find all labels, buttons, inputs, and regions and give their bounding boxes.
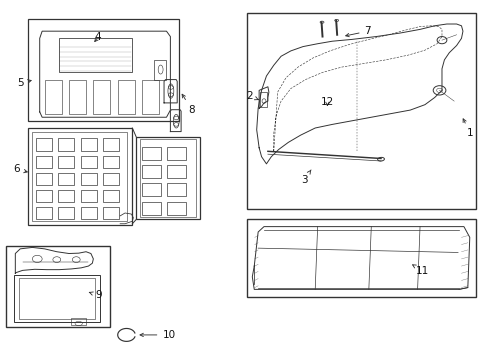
Bar [36,207,52,220]
Bar [36,173,52,185]
Bar [58,138,74,150]
Bar [154,60,166,80]
Bar [5,246,110,327]
Bar [136,137,199,220]
Bar [246,13,475,209]
Text: 12: 12 [320,97,333,107]
Bar [167,183,185,197]
Bar [103,156,119,168]
Bar [81,156,97,168]
Text: 4: 4 [95,32,102,42]
Bar [142,183,160,197]
Bar [81,190,97,202]
Bar [27,128,132,225]
Text: 6: 6 [13,164,27,174]
Bar [32,132,127,221]
Bar [142,147,160,160]
Bar [167,202,185,215]
Text: 7: 7 [345,26,370,37]
Bar [19,278,95,319]
Bar [59,39,132,72]
Bar [103,207,119,220]
Bar [58,190,74,202]
Text: 10: 10 [140,330,175,340]
Bar [142,80,159,114]
Bar [81,173,97,185]
Text: 3: 3 [300,170,310,185]
Text: 1: 1 [462,119,472,138]
Bar [246,220,475,297]
Bar [93,80,110,114]
Bar [36,138,52,150]
Bar [36,190,52,202]
Text: 2: 2 [245,91,258,101]
Bar [140,139,196,217]
Bar [36,156,52,168]
Bar [69,80,86,114]
Text: 8: 8 [182,94,195,115]
Bar [44,80,61,114]
Bar [142,202,160,215]
Bar [167,147,185,160]
Bar [118,80,135,114]
Bar [103,190,119,202]
Bar [167,165,185,178]
Bar [259,92,267,107]
Bar [14,275,100,321]
Text: 5: 5 [17,78,31,88]
Bar [142,165,160,178]
Bar [71,318,86,325]
Bar [103,138,119,150]
Bar [103,173,119,185]
Bar [81,138,97,150]
Bar [81,207,97,220]
Text: 11: 11 [412,265,428,276]
Text: 9: 9 [89,291,102,301]
Bar [58,207,74,220]
Bar [27,19,178,121]
Bar [58,156,74,168]
Bar [58,173,74,185]
